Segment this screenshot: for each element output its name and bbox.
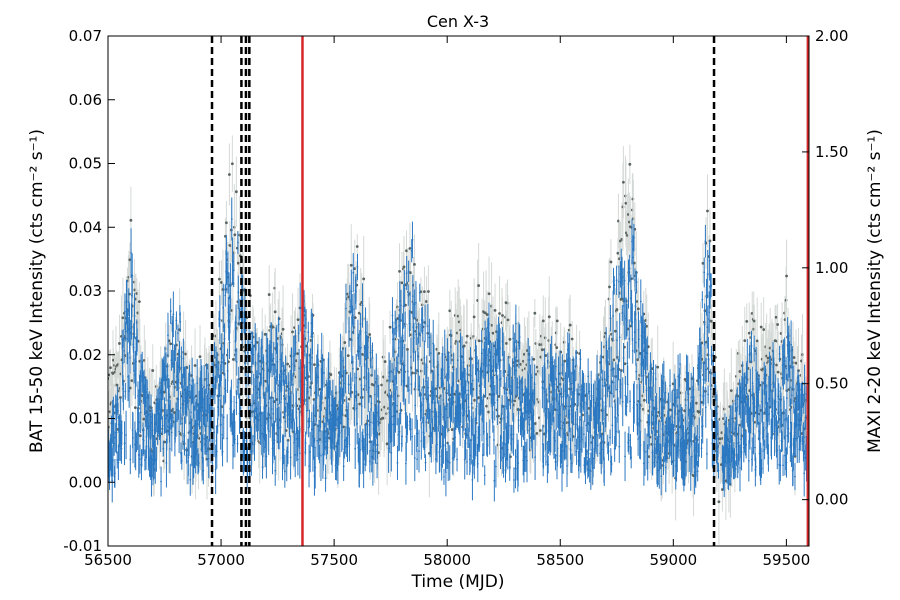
x-tick-label: 59000 bbox=[649, 551, 697, 569]
maxi-point bbox=[263, 314, 267, 355]
y-axis-label-right: MAXI 2-20 keV Intensity (cts cm⁻² s⁻¹) bbox=[865, 129, 885, 453]
maxi-point bbox=[477, 323, 481, 358]
maxi-point bbox=[368, 303, 372, 366]
y-tick-label-right: 0.00 bbox=[815, 491, 848, 509]
maxi-point bbox=[342, 390, 346, 464]
maxi-point bbox=[137, 282, 141, 322]
y-tick-label-left: 0.03 bbox=[69, 282, 102, 300]
maxi-point bbox=[485, 290, 489, 339]
maxi-point bbox=[130, 355, 134, 407]
maxi-point bbox=[220, 260, 223, 305]
y-tick-label-left: 0.06 bbox=[69, 91, 102, 109]
maxi-point bbox=[538, 399, 542, 462]
maxi-point bbox=[555, 307, 559, 335]
x-tick-label: 59500 bbox=[763, 551, 811, 569]
maxi-point bbox=[230, 135, 234, 193]
maxi-point bbox=[508, 302, 512, 377]
x-tick-label: 57500 bbox=[310, 551, 358, 569]
maxi-point bbox=[424, 275, 428, 328]
y-tick-label-left: 0.02 bbox=[69, 346, 102, 364]
y-tick-label-right: 2.00 bbox=[815, 27, 848, 45]
y-tick-label-left: 0.07 bbox=[69, 27, 102, 45]
maxi-point bbox=[118, 314, 121, 373]
maxi-point bbox=[281, 285, 285, 374]
maxi-point bbox=[109, 349, 112, 387]
maxi-point bbox=[362, 235, 366, 322]
maxi-point bbox=[465, 299, 469, 373]
maxi-point bbox=[329, 352, 333, 397]
maxi-point bbox=[541, 295, 545, 347]
maxi-point bbox=[233, 220, 237, 250]
x-tick-label: 58000 bbox=[423, 551, 471, 569]
x-tick-label: 58500 bbox=[536, 551, 584, 569]
y-tick-label-right: 1.00 bbox=[815, 259, 848, 277]
y-tick-label-left: 0.05 bbox=[69, 155, 102, 173]
maxi-point bbox=[313, 333, 316, 396]
y-tick-label-left: 0.04 bbox=[69, 218, 102, 236]
maxi-point bbox=[388, 310, 392, 344]
maxi-point bbox=[357, 288, 361, 338]
maxi-point bbox=[167, 324, 171, 357]
maxi-point bbox=[347, 358, 351, 440]
y-tick-label-left: 0.01 bbox=[69, 410, 102, 428]
maxi-point bbox=[473, 378, 477, 423]
maxi-point bbox=[227, 143, 231, 206]
y-tick-label-right: 0.50 bbox=[815, 375, 848, 393]
maxi-point bbox=[413, 234, 416, 294]
maxi-point bbox=[234, 156, 238, 227]
maxi-point bbox=[409, 249, 412, 297]
y-tick-label-left: -0.01 bbox=[63, 537, 102, 555]
x-axis-label: Time (MJD) bbox=[410, 572, 504, 592]
maxi-point bbox=[296, 287, 300, 352]
y-tick-label-left: 0.00 bbox=[69, 473, 102, 491]
chart-title: Cen X-3 bbox=[427, 12, 489, 31]
x-tick-label: 57000 bbox=[197, 551, 245, 569]
maxi-point bbox=[493, 283, 497, 338]
maxi-point bbox=[151, 344, 155, 397]
maxi-point bbox=[535, 421, 539, 446]
maxi-point bbox=[400, 251, 404, 314]
maxi-point bbox=[497, 383, 501, 410]
maxi-point bbox=[506, 294, 510, 345]
maxi-point bbox=[487, 376, 490, 448]
maxi-point bbox=[385, 402, 389, 486]
maxi-point bbox=[286, 343, 289, 385]
maxi-point bbox=[218, 260, 221, 298]
maxi-point bbox=[472, 278, 476, 356]
y-axis-label-left: BAT 15-50 keV Intensity (cts cm⁻² s⁻¹) bbox=[27, 129, 47, 453]
maxi-point bbox=[477, 243, 481, 329]
maxi-point bbox=[547, 276, 551, 358]
maxi-point bbox=[426, 265, 430, 318]
maxi-point bbox=[291, 293, 294, 371]
maxi-point bbox=[533, 298, 537, 328]
maxi-point bbox=[231, 330, 235, 389]
y-tick-label-right: 1.50 bbox=[815, 143, 848, 161]
